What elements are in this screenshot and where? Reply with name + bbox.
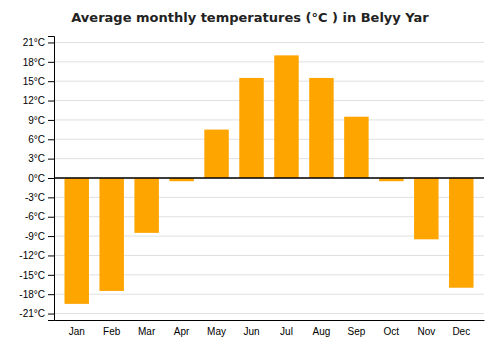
tick: Feb [103, 320, 121, 337]
bar [99, 178, 123, 291]
tick-label: -6°C [25, 211, 45, 222]
bar [204, 130, 228, 178]
grid-line [54, 178, 484, 179]
tick: Apr [174, 320, 190, 337]
grid-line [54, 158, 484, 159]
tick-mark [48, 314, 54, 315]
grid-line [54, 294, 484, 295]
tick-label: -3°C [25, 192, 45, 203]
chart: Average monthly temperatures (°C ) in Be… [0, 0, 500, 350]
tick-label: 0°C [28, 173, 45, 184]
bar [414, 178, 438, 239]
tick-label: -18°C [19, 289, 45, 300]
grid-line [54, 119, 484, 120]
tick-mark [48, 101, 54, 102]
axis-line [55, 320, 485, 321]
tick-mark [48, 42, 54, 43]
tick-label: -9°C [25, 231, 45, 242]
plot: -21°C -18°C -15°C -12°C -9°C -6°C -3°C 0°C 3°C 6°… [19, 37, 484, 338]
grid-line [54, 139, 484, 140]
tick-label: 18°C [23, 57, 45, 68]
marks [54, 55, 484, 304]
tick-label: 15°C [23, 76, 45, 87]
tick: 0°C [28, 173, 54, 184]
bar [274, 55, 298, 178]
tick: -18°C [19, 289, 54, 300]
tick-label: -15°C [19, 270, 45, 281]
tick-mark [48, 236, 54, 237]
tick-label: Jul [280, 326, 293, 337]
tick-label: Nov [417, 326, 435, 337]
tick-label: 6°C [28, 134, 45, 145]
zero-line [54, 177, 484, 179]
tick-mark [48, 159, 54, 160]
tick-mark [48, 139, 54, 140]
tick-mark [48, 294, 54, 295]
tick-mark [48, 81, 54, 82]
tick: Dec [452, 320, 470, 337]
tick-label: -21°C [19, 308, 45, 319]
bar [64, 178, 88, 304]
tick: 6°C [28, 134, 54, 145]
tick: 3°C [28, 153, 54, 164]
tick-label: Mar [138, 326, 156, 337]
tick-label: -12°C [19, 250, 45, 261]
tick: 9°C [28, 115, 54, 126]
grid-line [54, 61, 484, 62]
tick-mark [48, 62, 54, 63]
tick-label: May [207, 326, 226, 337]
tick: -6°C [25, 211, 54, 222]
tick-mark [48, 217, 54, 218]
bar [309, 78, 333, 178]
tick-label: Apr [174, 326, 190, 337]
tick: 15°C [23, 76, 54, 87]
tick: -9°C [25, 231, 54, 242]
grid-line [54, 81, 484, 82]
tick: 12°C [23, 95, 54, 106]
tick: Aug [313, 320, 331, 337]
title: Average monthly temperatures (°C ) in Be… [71, 10, 429, 25]
tick: -12°C [19, 250, 54, 261]
tick-label: Jan [69, 326, 85, 337]
grid-line [54, 313, 484, 314]
bar [449, 178, 473, 288]
tick-mark [48, 120, 54, 121]
tick: Jul [280, 320, 293, 337]
tick: Mar [138, 320, 156, 337]
tick-label: 3°C [28, 153, 45, 164]
grid-line [54, 42, 484, 43]
bar [134, 178, 158, 233]
tick-label: 9°C [28, 115, 45, 126]
tick: -21°C [19, 308, 54, 319]
tick-mark [48, 275, 54, 276]
axis-line [48, 37, 55, 321]
bar [239, 78, 263, 178]
bar [344, 117, 368, 178]
y-axis: -21°C -18°C -15°C -12°C -9°C -6°C -3°C 0°C 3°C 6°… [19, 37, 54, 321]
tick-label: Jun [243, 326, 259, 337]
tick: 21°C [23, 37, 54, 48]
tick-label: 12°C [23, 95, 45, 106]
tick-mark [48, 178, 54, 179]
x-axis: Jan Feb Mar Apr May Jun Jul Aug Sep Oct Nov Dec [55, 320, 485, 337]
tick: Sep [347, 320, 365, 337]
tick: 18°C [23, 57, 54, 68]
tick-label: Oct [384, 326, 400, 337]
tick-label: Sep [347, 326, 365, 337]
tick-label: Aug [313, 326, 331, 337]
grid-line [54, 100, 484, 101]
tick: -15°C [19, 270, 54, 281]
tick-mark [48, 255, 54, 256]
tick: Oct [384, 320, 400, 337]
tick-label: Dec [452, 326, 470, 337]
tick-mark [48, 197, 54, 198]
tick: -3°C [25, 192, 54, 203]
tick: Nov [417, 320, 435, 337]
tick-label: 21°C [23, 37, 45, 48]
tick-label: Feb [103, 326, 121, 337]
tick: Jan [69, 320, 85, 337]
tick: Jun [243, 320, 259, 337]
tick: May [207, 320, 226, 337]
grid [54, 42, 484, 313]
